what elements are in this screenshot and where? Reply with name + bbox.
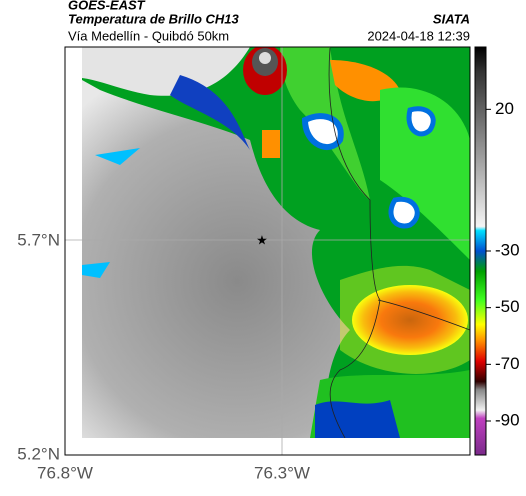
lat-label: 5.7°N <box>17 230 60 249</box>
colorbar-tick-label: 20 <box>495 99 514 118</box>
datetime: 2024-04-18 12:39 <box>367 28 470 43</box>
colorbar-tick-label: -70 <box>495 354 520 373</box>
station-marker: ★ <box>256 232 268 247</box>
source: SIATA <box>433 11 470 26</box>
satellite-image <box>82 47 470 438</box>
route: Vía Medellín - Quibdó 50km <box>68 28 229 43</box>
colorbar-tick-label: -50 <box>495 297 520 316</box>
lat-label: 5.2°N <box>17 444 60 463</box>
lon-label: 76.3°W <box>254 463 310 482</box>
colorbar-ticks: 20 -30 -50 -70 -90 <box>486 99 520 429</box>
lon-label: 76.8°W <box>37 463 93 482</box>
colorbar-tick-label: -90 <box>495 410 520 429</box>
product: Temperatura de Brillo CH13 <box>68 11 240 26</box>
colorbar <box>474 46 487 456</box>
map-frame <box>64 46 471 456</box>
satellite: GOES-EAST <box>68 0 146 12</box>
colorbar-tick-label: -30 <box>495 240 520 259</box>
